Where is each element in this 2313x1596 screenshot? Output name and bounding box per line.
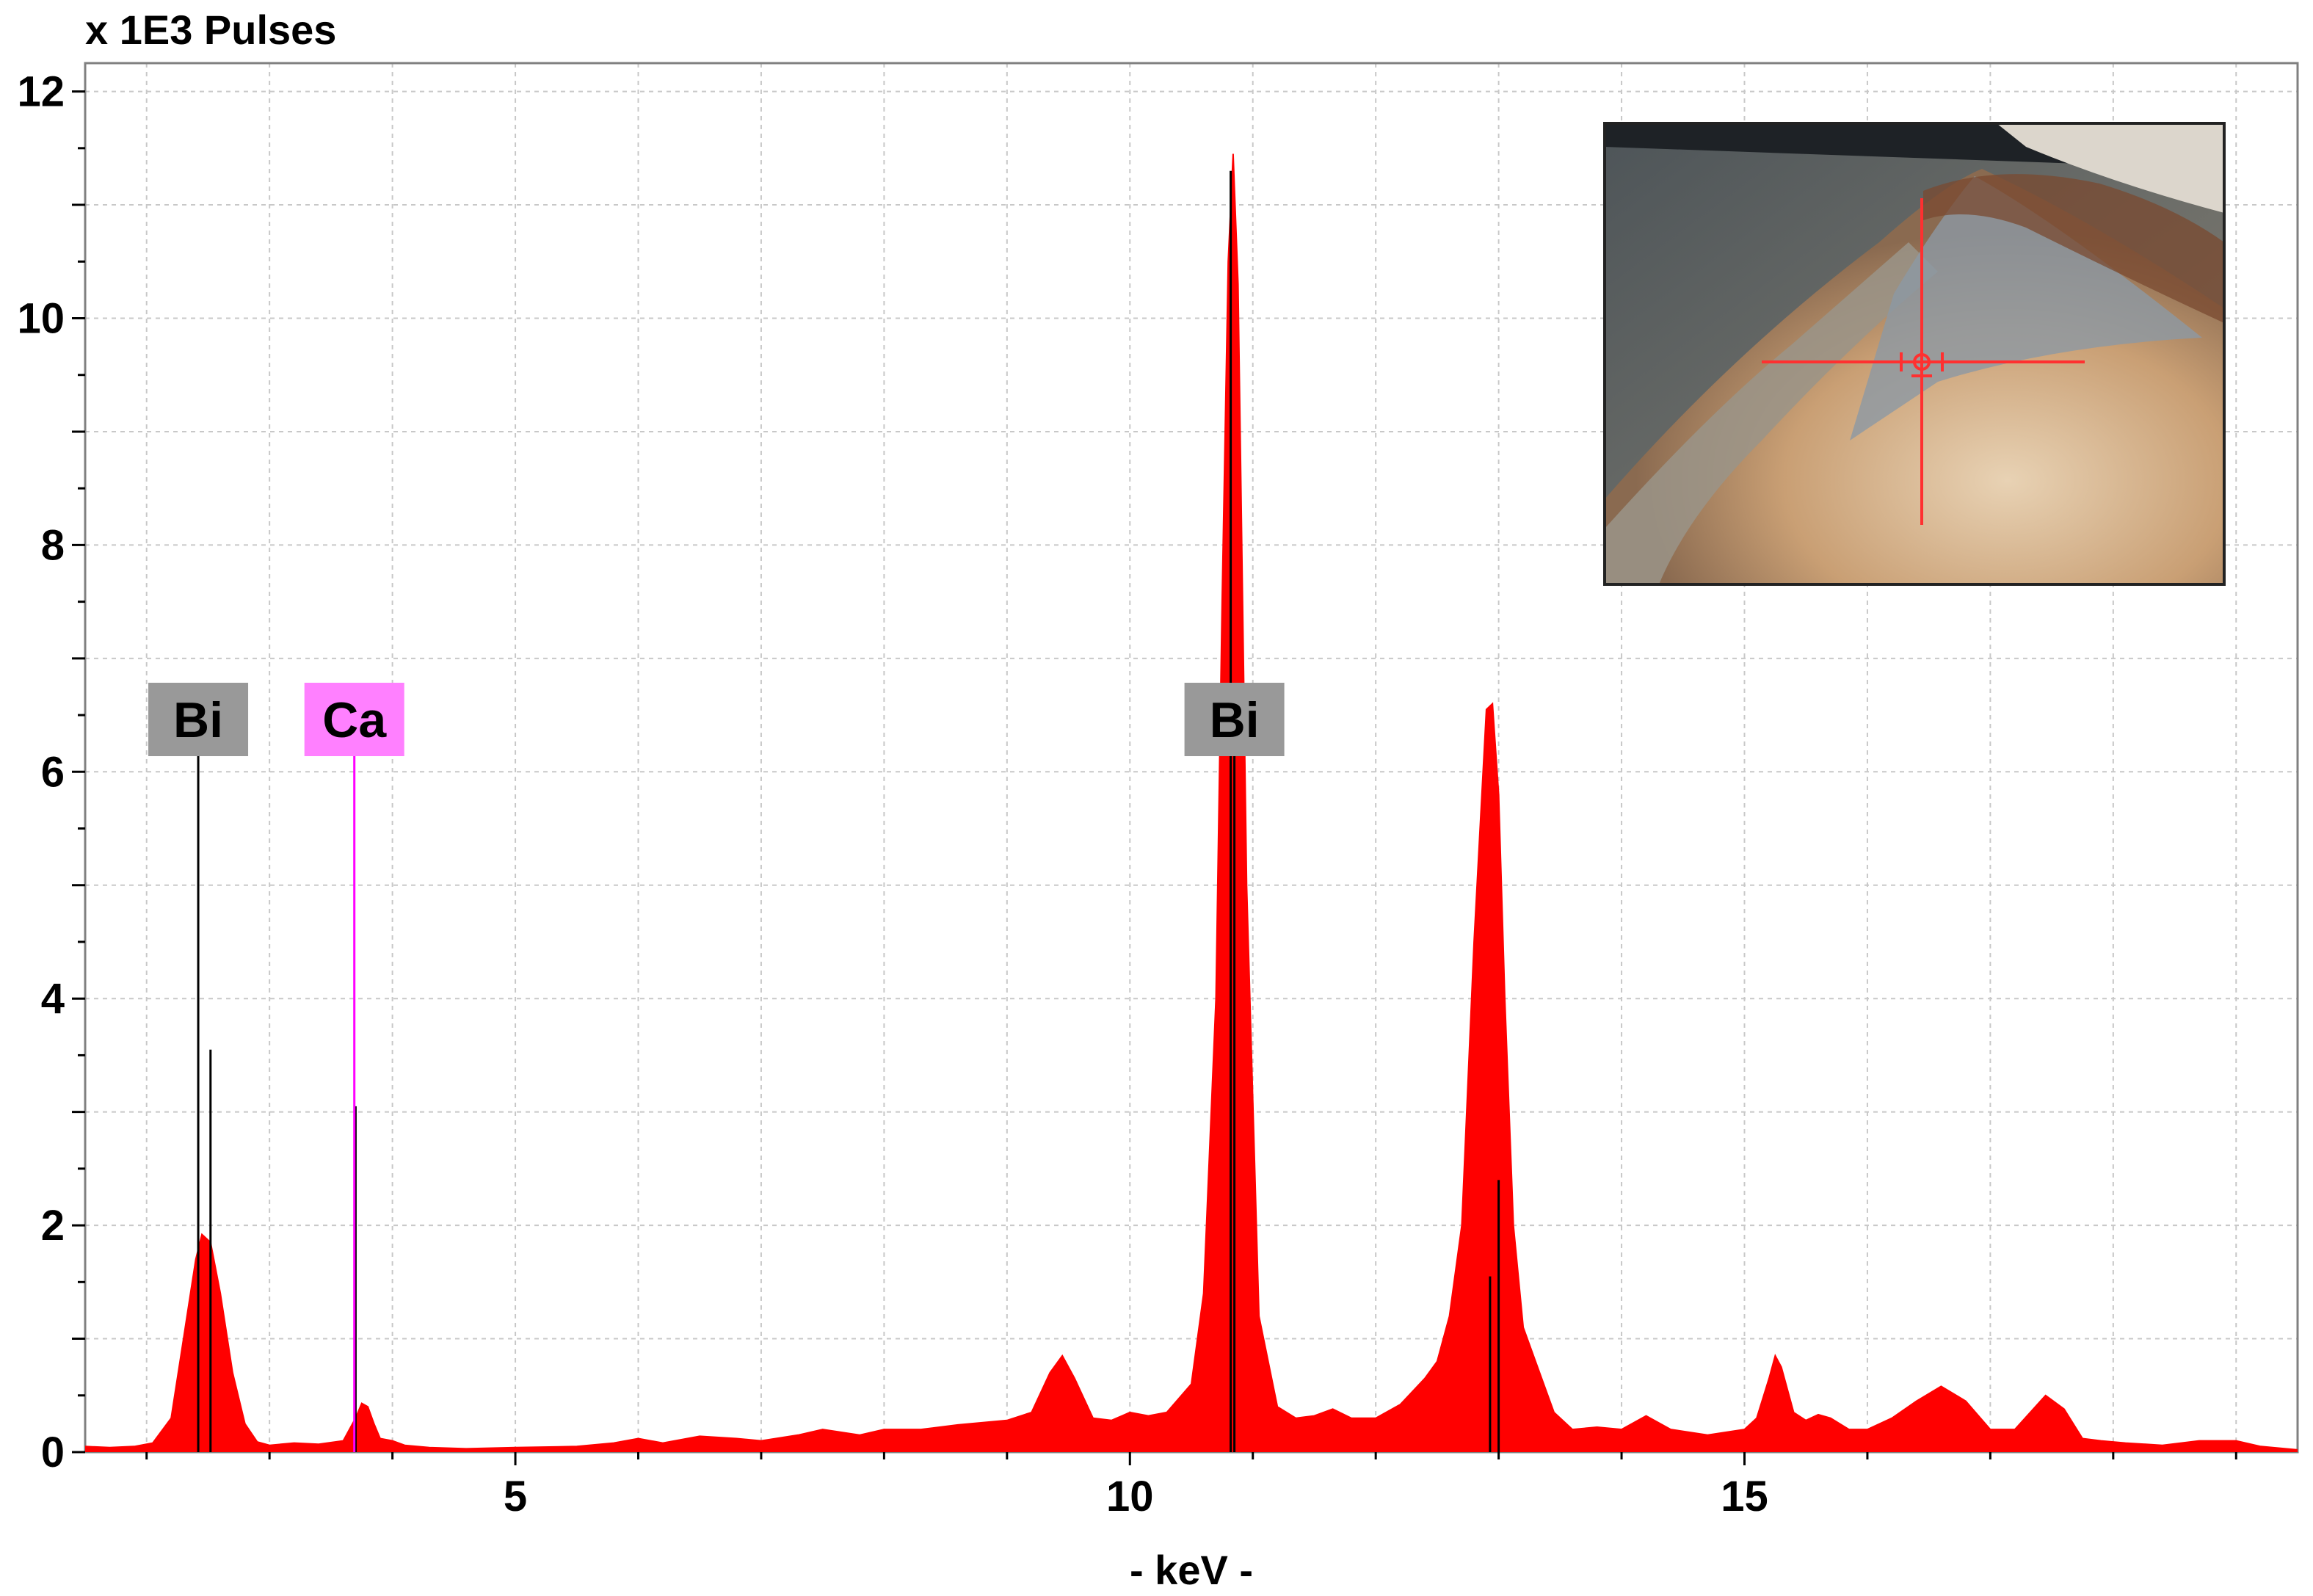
y-tick-label: 12 [17,68,65,116]
element-label-box [148,683,249,756]
spectrum-area [85,153,2298,1452]
y-axis-title: x 1E3 Pulses [85,7,336,53]
y-axis-ticks: 0 2 4 6 8 10 12 [17,68,85,1476]
element-label: Bi [1210,692,1260,748]
y-tick-label: 6 [41,748,65,796]
element-label-box [304,683,404,756]
y-tick-label: 10 [17,295,65,343]
x-axis-ticks: 5 10 15 [145,1452,2237,1520]
x-tick-label: 10 [1106,1473,1154,1520]
microscope-image-icon [1603,122,2226,586]
y-tick-label: 2 [41,1202,65,1249]
y-tick-label: 4 [41,975,65,1023]
y-tick-label: 8 [41,521,65,569]
x-tick-label: 5 [504,1473,527,1520]
element-labels: Bi Ca Bi [148,683,1285,1452]
spectrum-series [85,153,2298,1452]
element-label: Bi [173,692,223,748]
y-tick-label: 0 [41,1429,65,1476]
x-tick-label: 15 [1721,1473,1768,1520]
element-label: Ca [322,692,387,748]
element-label-box [1184,683,1285,756]
peak-markers [209,170,1500,1452]
x-axis-title: - keV - [1130,1547,1253,1593]
